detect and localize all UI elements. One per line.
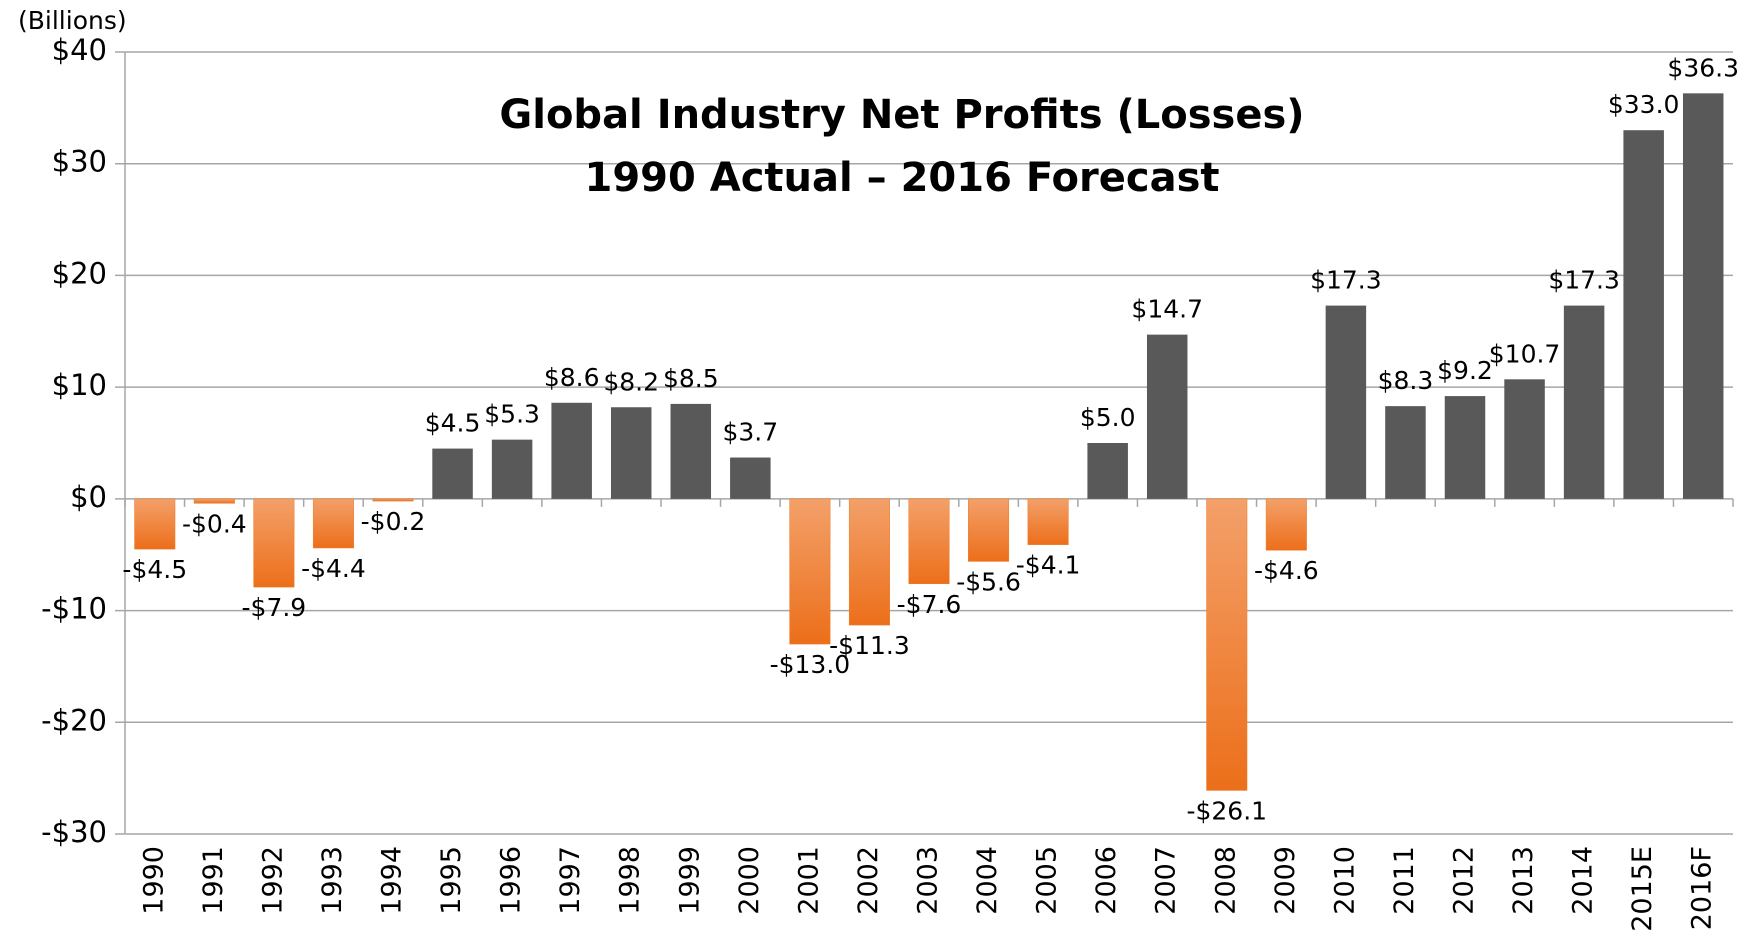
bar [1504,379,1545,499]
bar [670,403,712,499]
bar [1206,498,1248,791]
x-tick-label: 2003 [913,846,944,915]
bar [1265,498,1307,551]
x-tick-label: 2009 [1270,846,1301,915]
y-tick-label: -$30 [41,815,107,849]
bar [134,498,176,550]
y-tick-label: -$20 [41,703,107,737]
y-tick-label: $20 [52,256,107,290]
value-label: $10.7 [1489,339,1561,368]
x-tick-label: 2000 [734,846,765,915]
bar [312,498,354,549]
x-tick-label: 1991 [198,846,229,915]
value-label: $14.7 [1131,295,1203,324]
x-tick-label: 1996 [496,846,527,915]
value-label: -$26.1 [1186,796,1267,825]
bar [1027,498,1069,545]
bar [551,402,592,499]
x-tick-label: 1993 [317,846,348,915]
value-label: -$0.4 [182,509,247,538]
x-tick-label: 2016F [1687,846,1718,930]
x-tick-label: 2013 [1508,846,1539,915]
value-label: -$7.9 [242,593,307,622]
value-label: $3.7 [722,418,778,447]
bar [848,498,890,626]
bar [1146,334,1188,499]
y-tick-label: $40 [52,33,107,67]
x-tick-label: 2012 [1449,846,1480,915]
bar [372,498,414,502]
value-label: $33.0 [1608,90,1680,119]
value-label: -$4.5 [122,555,187,584]
y-tick-label: $10 [52,368,107,402]
value-label: $9.2 [1437,356,1493,385]
x-tick-label: 2014 [1568,846,1599,915]
bar [1325,305,1367,499]
x-tick-label: 1990 [138,846,169,915]
value-label: $8.5 [663,364,719,393]
value-label: $8.3 [1378,366,1434,395]
x-tick-label: 2006 [1091,846,1122,915]
value-label: $5.3 [484,400,540,429]
y-axis-label: (Billions) [18,6,127,35]
value-label: -$7.6 [897,590,962,619]
value-label: $36.3 [1667,53,1739,82]
x-tick-label: 2010 [1329,846,1360,915]
value-label: $8.2 [603,367,659,396]
x-tick-label: 2008 [1210,846,1241,915]
x-tick-label: 2015E [1627,846,1658,932]
y-tick-label: $0 [70,480,107,514]
x-tick-label: 1992 [257,846,288,915]
value-label: -$4.1 [1016,551,1081,580]
bar [193,498,235,504]
x-tick-label: 2002 [853,846,884,915]
bar [432,448,473,499]
bar [789,498,831,645]
x-tick-label: 1998 [615,846,646,915]
value-label: -$13.0 [770,650,851,679]
bar [1623,130,1664,499]
bar [908,498,950,585]
y-tick-label: -$10 [41,592,107,626]
value-label: $8.6 [544,363,600,392]
chart-title: Global Industry Net Profits (Losses) [499,92,1304,138]
x-tick-label: 1994 [377,846,408,915]
value-label: $4.5 [425,409,481,438]
x-tick-label: 2001 [793,846,824,915]
bar [253,498,295,588]
value-label: $17.3 [1548,266,1620,295]
value-label: -$4.4 [301,554,366,583]
x-tick-label: 2005 [1032,846,1063,915]
chart-subtitle: 1990 Actual – 2016 Forecast [585,155,1220,201]
value-label: $17.3 [1310,266,1382,295]
x-tick-label: 1997 [555,846,586,915]
value-label: -$11.3 [829,631,910,660]
y-tick-label: $30 [52,145,107,179]
x-tick-label: 1999 [674,846,705,915]
bar [1563,305,1605,499]
bar [1682,93,1724,499]
bar [1444,396,1486,499]
x-tick-label: 2004 [972,846,1003,915]
bar [968,498,1010,562]
value-label: $5.0 [1080,403,1136,432]
x-tick-label: 2011 [1389,846,1420,915]
value-label: -$0.2 [361,507,426,536]
x-tick-label: 2007 [1151,846,1182,915]
bar [1385,406,1426,499]
bar [610,407,652,499]
x-tick-label: 1995 [436,846,467,915]
bar [730,457,771,499]
bar [1087,443,1128,499]
bar [491,439,533,499]
value-label: -$5.6 [956,567,1021,596]
value-label: -$4.6 [1254,556,1319,585]
